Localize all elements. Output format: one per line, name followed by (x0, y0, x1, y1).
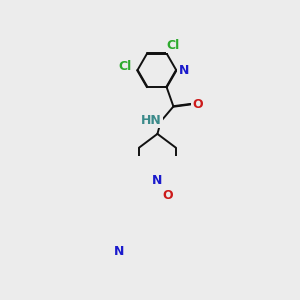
Text: Cl: Cl (167, 39, 180, 52)
Text: Cl: Cl (118, 60, 131, 73)
Text: N: N (114, 245, 124, 258)
Text: N: N (152, 174, 163, 187)
Text: O: O (192, 98, 203, 111)
Text: HN: HN (141, 114, 162, 127)
Text: N: N (178, 64, 189, 77)
Text: O: O (163, 189, 173, 202)
